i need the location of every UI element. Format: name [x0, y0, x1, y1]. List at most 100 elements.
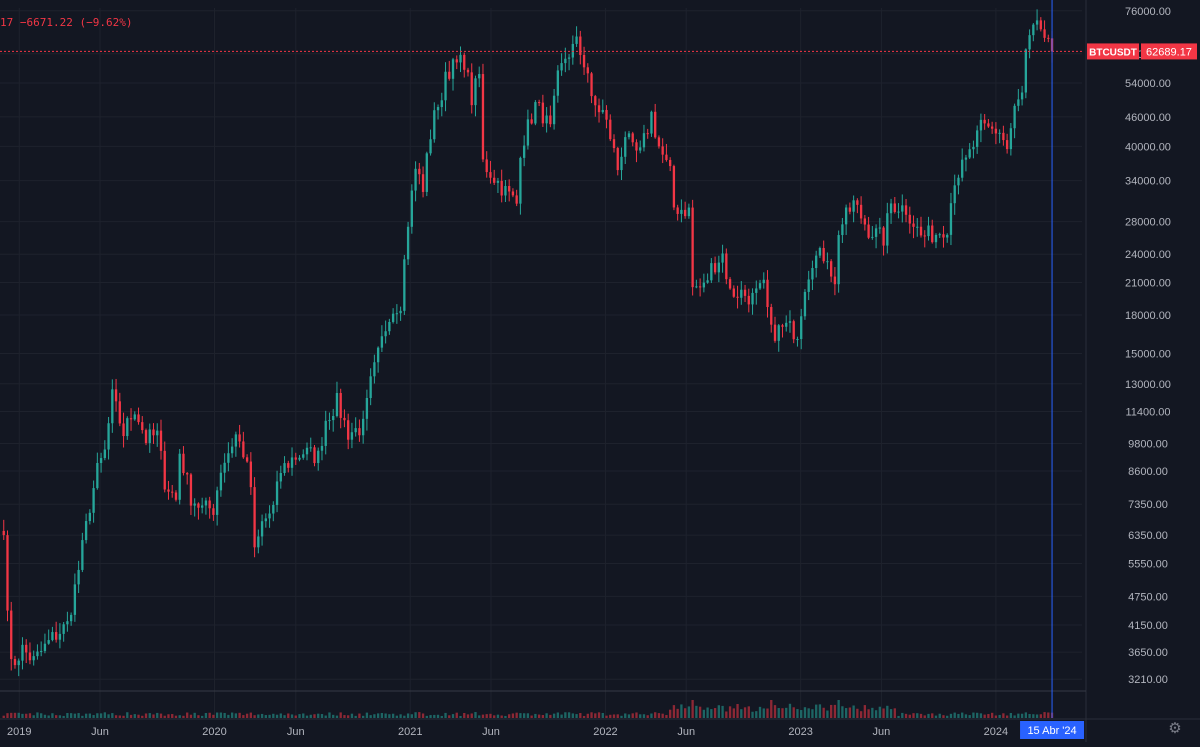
candle-body: [448, 71, 451, 79]
volume-bar: [253, 715, 256, 718]
volume-bar: [493, 715, 496, 718]
volume-bar: [713, 708, 717, 718]
volume-bar: [133, 714, 136, 718]
candle: [335, 381, 339, 418]
volume-bar: [1017, 713, 1020, 718]
volume-bar: [171, 714, 174, 718]
volume-bar: [504, 715, 507, 718]
volume-bar: [961, 712, 964, 718]
volume-bar: [972, 712, 975, 718]
x-tick-label: 2024: [984, 726, 1008, 738]
candle-body: [807, 279, 810, 292]
candle-body: [508, 186, 511, 192]
candle: [343, 409, 346, 428]
candle: [182, 446, 185, 476]
volume-bar: [646, 715, 649, 718]
volume-bar: [676, 708, 679, 718]
candle-body: [186, 473, 189, 475]
gear-icon[interactable]: ⚙: [1168, 720, 1182, 737]
volume-bar: [923, 715, 926, 718]
candle: [856, 198, 859, 214]
volume-bar: [639, 714, 642, 718]
candle: [669, 157, 672, 172]
candle: [803, 289, 807, 320]
candle-body: [25, 644, 28, 653]
volume-bar: [755, 711, 758, 718]
volume-bar: [844, 708, 848, 718]
volume-bar: [874, 710, 878, 718]
candle-body: [391, 313, 395, 322]
candle-body: [272, 504, 275, 514]
x-tick-label: Jun: [482, 726, 500, 738]
candle: [766, 270, 769, 318]
candle-body: [758, 283, 762, 289]
candle-body: [380, 336, 384, 348]
candle: [575, 26, 578, 47]
candle-body: [178, 453, 181, 500]
candle: [721, 244, 724, 273]
volume-bar: [721, 705, 724, 718]
candle-body: [837, 235, 840, 285]
x-tick-label: 2020: [202, 726, 226, 738]
candle: [800, 308, 803, 350]
candle: [863, 215, 867, 231]
candle: [946, 233, 949, 243]
volume-bar: [683, 708, 687, 718]
candle: [702, 273, 706, 293]
candle-body: [976, 130, 979, 147]
volume-bar: [21, 713, 24, 718]
candle: [1043, 20, 1046, 42]
candle-body: [362, 418, 365, 436]
candle-body: [118, 401, 121, 424]
candles: [2, 9, 1054, 677]
candle-body: [886, 213, 889, 246]
candle-body: [811, 268, 814, 280]
candle: [249, 452, 253, 495]
candle: [710, 258, 713, 284]
candle: [777, 323, 780, 352]
candle-body: [77, 569, 80, 585]
candle-body: [833, 276, 837, 285]
candle-body: [470, 72, 473, 106]
candle: [534, 100, 537, 126]
candle: [594, 94, 597, 117]
volume-bar: [290, 714, 294, 718]
candle: [339, 388, 342, 429]
candle: [73, 573, 77, 622]
volume-bar: [998, 714, 1001, 718]
candle-body: [369, 376, 372, 398]
candle-body: [6, 535, 9, 611]
candle: [10, 601, 13, 671]
candle: [504, 179, 507, 203]
candle: [785, 315, 788, 332]
candle: [728, 277, 732, 290]
candle-body: [317, 450, 320, 464]
candle-body: [313, 447, 316, 464]
volume-bar: [163, 715, 166, 718]
candle: [934, 233, 938, 249]
volume-bar: [901, 712, 904, 718]
volume-bar: [631, 713, 634, 718]
candle-body: [249, 461, 253, 488]
candle: [758, 279, 762, 290]
volume-bar: [201, 715, 204, 718]
volume-bar: [886, 705, 889, 718]
candle: [425, 151, 428, 197]
candle-body: [455, 59, 458, 63]
volume-bar: [474, 712, 477, 718]
candle: [51, 626, 54, 642]
candle-body: [309, 447, 312, 449]
candle-body: [328, 420, 331, 422]
candle: [833, 267, 837, 296]
symbol-name: BTCUSDT: [1089, 47, 1137, 58]
candle-body: [399, 310, 402, 314]
candle-body: [893, 203, 896, 213]
volume-bar: [567, 712, 571, 718]
candle-body: [62, 624, 65, 634]
candle: [893, 196, 896, 214]
candle: [129, 408, 133, 431]
volume-bar: [73, 713, 77, 718]
candle: [17, 658, 20, 677]
